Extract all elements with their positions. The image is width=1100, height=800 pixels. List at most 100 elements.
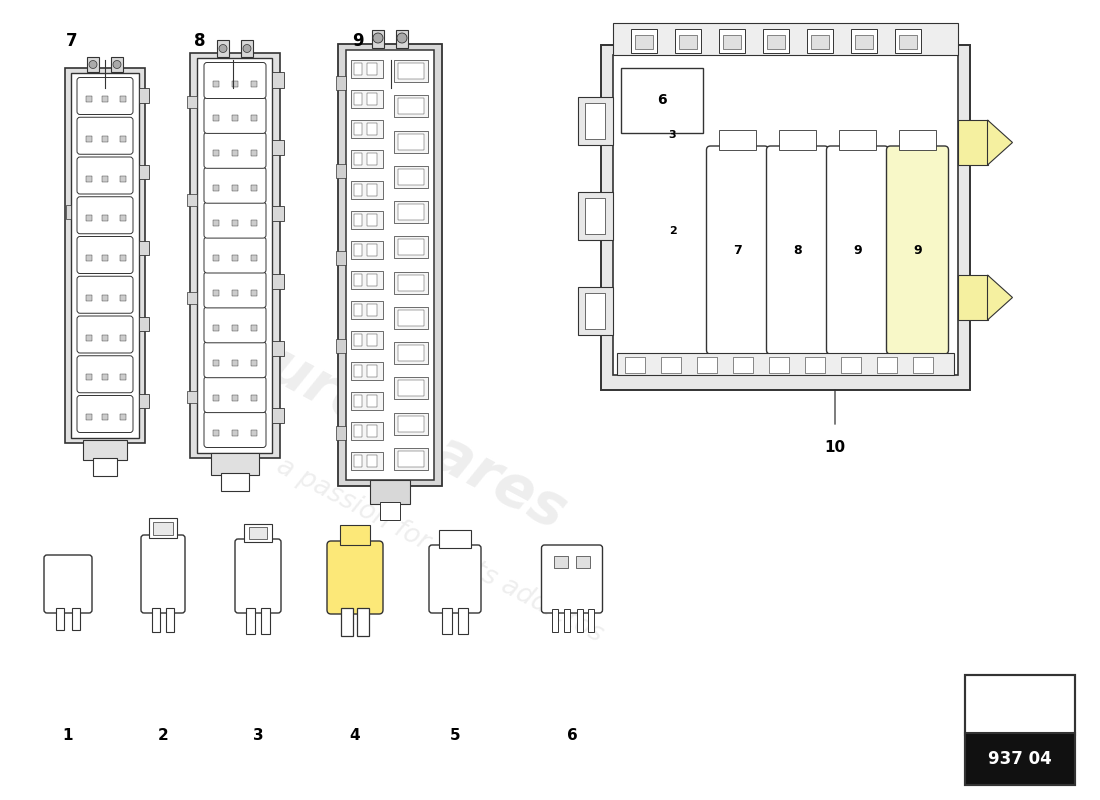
FancyBboxPatch shape xyxy=(767,146,828,354)
Bar xyxy=(855,35,872,49)
Bar xyxy=(232,325,238,331)
Bar xyxy=(354,334,362,346)
Bar xyxy=(351,181,383,198)
FancyBboxPatch shape xyxy=(204,132,266,168)
Bar xyxy=(554,556,568,568)
FancyBboxPatch shape xyxy=(204,342,266,378)
Bar xyxy=(398,134,424,150)
Bar xyxy=(394,236,428,258)
Bar xyxy=(354,63,362,75)
Bar xyxy=(351,302,383,319)
Bar xyxy=(620,68,703,133)
FancyBboxPatch shape xyxy=(706,146,769,354)
Bar xyxy=(120,334,127,341)
Bar xyxy=(718,29,745,53)
Polygon shape xyxy=(988,120,1012,165)
Bar xyxy=(251,394,257,401)
Bar xyxy=(458,608,468,634)
Bar xyxy=(190,53,279,458)
Bar xyxy=(718,130,757,150)
Bar xyxy=(251,115,257,122)
FancyBboxPatch shape xyxy=(204,377,266,413)
FancyBboxPatch shape xyxy=(77,237,133,274)
Bar xyxy=(86,176,92,182)
Bar xyxy=(899,35,916,49)
Bar xyxy=(232,360,238,366)
Bar xyxy=(367,93,377,105)
FancyBboxPatch shape xyxy=(429,545,481,613)
Bar xyxy=(398,451,424,467)
Bar xyxy=(251,430,257,435)
FancyBboxPatch shape xyxy=(204,98,266,134)
Bar xyxy=(578,287,613,335)
Bar xyxy=(733,357,752,373)
FancyBboxPatch shape xyxy=(826,146,889,354)
Bar xyxy=(394,413,428,434)
Bar xyxy=(354,184,362,196)
Bar xyxy=(578,609,583,632)
Bar xyxy=(346,50,434,480)
Bar xyxy=(213,81,219,86)
Bar xyxy=(94,458,117,475)
Circle shape xyxy=(89,61,97,69)
Bar xyxy=(394,201,428,223)
Bar xyxy=(249,527,267,539)
Bar xyxy=(367,425,377,437)
Text: 10: 10 xyxy=(824,440,846,455)
Bar xyxy=(367,244,377,256)
Bar xyxy=(578,97,613,145)
Text: 9: 9 xyxy=(913,243,922,257)
Bar xyxy=(588,609,594,632)
Bar xyxy=(139,394,148,407)
Text: 9: 9 xyxy=(352,32,364,50)
Text: 6: 6 xyxy=(566,727,578,742)
Bar xyxy=(102,255,108,262)
Bar xyxy=(723,35,740,49)
Bar xyxy=(965,675,1075,785)
Circle shape xyxy=(373,33,383,43)
Text: 2: 2 xyxy=(669,226,676,236)
Bar xyxy=(394,60,428,82)
Bar xyxy=(102,136,108,142)
Bar xyxy=(630,29,657,53)
Bar xyxy=(273,206,285,222)
Bar xyxy=(232,290,238,296)
Bar xyxy=(72,73,139,438)
Bar xyxy=(246,608,255,634)
FancyBboxPatch shape xyxy=(77,356,133,393)
Bar xyxy=(251,220,257,226)
Bar xyxy=(273,341,285,355)
Text: 3: 3 xyxy=(669,130,676,140)
Bar xyxy=(576,556,590,568)
Bar xyxy=(139,165,148,178)
Bar xyxy=(850,29,877,53)
Bar xyxy=(232,115,238,122)
Bar xyxy=(232,220,238,226)
Bar xyxy=(354,365,362,377)
Bar xyxy=(336,76,346,90)
Bar xyxy=(965,733,1075,785)
Bar xyxy=(211,453,258,474)
Bar xyxy=(367,63,377,75)
Bar xyxy=(86,136,92,142)
Text: 937 04: 937 04 xyxy=(988,750,1052,768)
Bar xyxy=(398,310,424,326)
Bar xyxy=(394,95,428,118)
Bar xyxy=(616,353,954,375)
Bar xyxy=(679,35,696,49)
Bar xyxy=(660,357,681,373)
Bar xyxy=(354,394,362,406)
FancyBboxPatch shape xyxy=(204,62,266,98)
Bar xyxy=(221,473,249,490)
Bar xyxy=(957,120,988,165)
Text: 5: 5 xyxy=(450,727,460,742)
Bar xyxy=(244,524,272,542)
FancyBboxPatch shape xyxy=(77,78,133,114)
Bar xyxy=(86,414,92,420)
Bar xyxy=(120,295,127,301)
Bar xyxy=(120,96,127,102)
Bar xyxy=(372,30,384,48)
Bar xyxy=(398,274,424,290)
Bar xyxy=(213,186,219,191)
Bar xyxy=(86,334,92,341)
